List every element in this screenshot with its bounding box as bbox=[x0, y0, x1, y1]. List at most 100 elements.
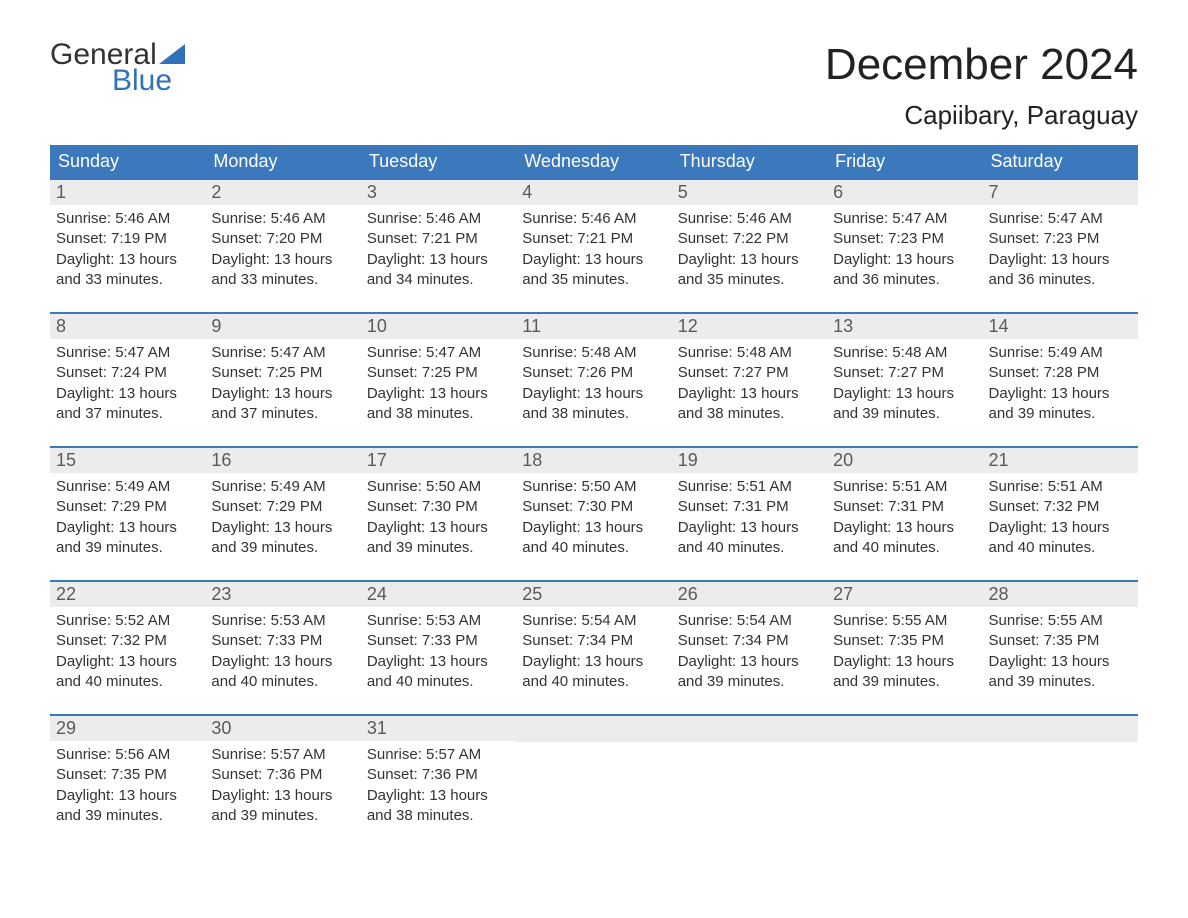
day-label-saturday: Saturday bbox=[983, 145, 1138, 178]
daylight-line: Daylight: 13 hours and 39 minutes. bbox=[833, 652, 976, 693]
page-title: December 2024 bbox=[825, 40, 1138, 90]
sunset-line: Sunset: 7:26 PM bbox=[522, 363, 665, 383]
daylight-line: Daylight: 13 hours and 39 minutes. bbox=[367, 518, 510, 559]
day-number: 29 bbox=[50, 716, 205, 741]
day-body: Sunrise: 5:49 AMSunset: 7:29 PMDaylight:… bbox=[50, 473, 205, 564]
day-body: Sunrise: 5:54 AMSunset: 7:34 PMDaylight:… bbox=[516, 607, 671, 698]
sunset-line: Sunset: 7:34 PM bbox=[678, 631, 821, 651]
sunrise-line: Sunrise: 5:54 AM bbox=[678, 611, 821, 631]
calendar-day-cell: 27Sunrise: 5:55 AMSunset: 7:35 PMDayligh… bbox=[827, 582, 982, 698]
calendar-day-cell: 25Sunrise: 5:54 AMSunset: 7:34 PMDayligh… bbox=[516, 582, 671, 698]
sunrise-line: Sunrise: 5:46 AM bbox=[367, 209, 510, 229]
calendar-day-cell: 26Sunrise: 5:54 AMSunset: 7:34 PMDayligh… bbox=[672, 582, 827, 698]
empty-day-header bbox=[516, 716, 671, 742]
day-body: Sunrise: 5:50 AMSunset: 7:30 PMDaylight:… bbox=[516, 473, 671, 564]
day-number: 13 bbox=[827, 314, 982, 339]
day-body: Sunrise: 5:51 AMSunset: 7:31 PMDaylight:… bbox=[672, 473, 827, 564]
day-number: 11 bbox=[516, 314, 671, 339]
sunrise-line: Sunrise: 5:57 AM bbox=[367, 745, 510, 765]
day-number: 24 bbox=[361, 582, 516, 607]
daylight-line: Daylight: 13 hours and 40 minutes. bbox=[522, 652, 665, 693]
day-number: 7 bbox=[983, 180, 1138, 205]
daylight-line: Daylight: 13 hours and 39 minutes. bbox=[56, 786, 199, 827]
daylight-line: Daylight: 13 hours and 33 minutes. bbox=[56, 250, 199, 291]
daylight-line: Daylight: 13 hours and 35 minutes. bbox=[522, 250, 665, 291]
day-body: Sunrise: 5:46 AMSunset: 7:22 PMDaylight:… bbox=[672, 205, 827, 296]
day-body: Sunrise: 5:46 AMSunset: 7:19 PMDaylight:… bbox=[50, 205, 205, 296]
sunrise-line: Sunrise: 5:49 AM bbox=[989, 343, 1132, 363]
day-label-friday: Friday bbox=[827, 145, 982, 178]
day-body: Sunrise: 5:57 AMSunset: 7:36 PMDaylight:… bbox=[205, 741, 360, 832]
sunset-line: Sunset: 7:22 PM bbox=[678, 229, 821, 249]
sunset-line: Sunset: 7:28 PM bbox=[989, 363, 1132, 383]
day-body: Sunrise: 5:49 AMSunset: 7:29 PMDaylight:… bbox=[205, 473, 360, 564]
day-body: Sunrise: 5:46 AMSunset: 7:20 PMDaylight:… bbox=[205, 205, 360, 296]
sunrise-line: Sunrise: 5:53 AM bbox=[211, 611, 354, 631]
daylight-line: Daylight: 13 hours and 36 minutes. bbox=[833, 250, 976, 291]
daylight-line: Daylight: 13 hours and 40 minutes. bbox=[367, 652, 510, 693]
day-number: 18 bbox=[516, 448, 671, 473]
day-body: Sunrise: 5:47 AMSunset: 7:23 PMDaylight:… bbox=[827, 205, 982, 296]
calendar-day-cell: 5Sunrise: 5:46 AMSunset: 7:22 PMDaylight… bbox=[672, 180, 827, 296]
sunrise-line: Sunrise: 5:49 AM bbox=[56, 477, 199, 497]
sunset-line: Sunset: 7:30 PM bbox=[522, 497, 665, 517]
day-number: 27 bbox=[827, 582, 982, 607]
location-subtitle: Capiibary, Paraguay bbox=[825, 100, 1138, 131]
calendar-day-cell: 17 Sunrise: 5:50 AMSunset: 7:30 PMDayligh… bbox=[361, 448, 516, 564]
empty-day-header bbox=[827, 716, 982, 742]
sunrise-line: Sunrise: 5:50 AM bbox=[367, 477, 510, 497]
calendar-day-cell: 2Sunrise: 5:46 AMSunset: 7:20 PMDaylight… bbox=[205, 180, 360, 296]
sunset-line: Sunset: 7:35 PM bbox=[56, 765, 199, 785]
sunrise-line: Sunrise: 5:48 AM bbox=[522, 343, 665, 363]
calendar-day-cell: 13Sunrise: 5:48 AMSunset: 7:27 PMDayligh… bbox=[827, 314, 982, 430]
calendar-week-row: 22Sunrise: 5:52 AMSunset: 7:32 PMDayligh… bbox=[50, 580, 1138, 698]
calendar-day-cell: 22Sunrise: 5:52 AMSunset: 7:32 PMDayligh… bbox=[50, 582, 205, 698]
day-number: 16 bbox=[205, 448, 360, 473]
sunset-line: Sunset: 7:21 PM bbox=[367, 229, 510, 249]
sunrise-line: Sunrise: 5:56 AM bbox=[56, 745, 199, 765]
daylight-line: Daylight: 13 hours and 40 minutes. bbox=[678, 518, 821, 559]
sunset-line: Sunset: 7:35 PM bbox=[989, 631, 1132, 651]
sunrise-line: Sunrise: 5:48 AM bbox=[678, 343, 821, 363]
sunrise-line: Sunrise: 5:52 AM bbox=[56, 611, 199, 631]
day-body: Sunrise: 5:48 AMSunset: 7:26 PMDaylight:… bbox=[516, 339, 671, 430]
sunset-line: Sunset: 7:30 PM bbox=[367, 497, 510, 517]
calendar-day-cell: 20Sunrise: 5:51 AMSunset: 7:31 PMDayligh… bbox=[827, 448, 982, 564]
calendar-week-row: 15Sunrise: 5:49 AMSunset: 7:29 PMDayligh… bbox=[50, 446, 1138, 564]
empty-day-header bbox=[983, 716, 1138, 742]
sunrise-line: Sunrise: 5:46 AM bbox=[522, 209, 665, 229]
calendar-week-row: 8Sunrise: 5:47 AMSunset: 7:24 PMDaylight… bbox=[50, 312, 1138, 430]
day-number: 14 bbox=[983, 314, 1138, 339]
day-label-wednesday: Wednesday bbox=[516, 145, 671, 178]
sunrise-line: Sunrise: 5:47 AM bbox=[367, 343, 510, 363]
day-label-tuesday: Tuesday bbox=[361, 145, 516, 178]
logo-text-blue: Blue bbox=[112, 66, 185, 96]
sunrise-line: Sunrise: 5:47 AM bbox=[56, 343, 199, 363]
sunset-line: Sunset: 7:32 PM bbox=[56, 631, 199, 651]
daylight-line: Daylight: 13 hours and 39 minutes. bbox=[833, 384, 976, 425]
calendar-day-cell bbox=[672, 716, 827, 832]
sunrise-line: Sunrise: 5:48 AM bbox=[833, 343, 976, 363]
day-body: Sunrise: 5:54 AMSunset: 7:34 PMDaylight:… bbox=[672, 607, 827, 698]
calendar-week-row: 1Sunrise: 5:46 AMSunset: 7:19 PMDaylight… bbox=[50, 178, 1138, 296]
day-number: 23 bbox=[205, 582, 360, 607]
sunset-line: Sunset: 7:32 PM bbox=[989, 497, 1132, 517]
day-body: Sunrise: 5:55 AMSunset: 7:35 PMDaylight:… bbox=[827, 607, 982, 698]
day-body: Sunrise: 5:52 AMSunset: 7:32 PMDaylight:… bbox=[50, 607, 205, 698]
sunset-line: Sunset: 7:36 PM bbox=[211, 765, 354, 785]
calendar-day-cell: 28Sunrise: 5:55 AMSunset: 7:35 PMDayligh… bbox=[983, 582, 1138, 698]
daylight-line: Daylight: 13 hours and 38 minutes. bbox=[522, 384, 665, 425]
day-body: Sunrise: 5:47 AMSunset: 7:23 PMDaylight:… bbox=[983, 205, 1138, 296]
calendar-day-cell: 30Sunrise: 5:57 AMSunset: 7:36 PMDayligh… bbox=[205, 716, 360, 832]
daylight-line: Daylight: 13 hours and 39 minutes. bbox=[989, 652, 1132, 693]
day-number: 17 bbox=[361, 448, 516, 473]
daylight-line: Daylight: 13 hours and 34 minutes. bbox=[367, 250, 510, 291]
calendar-day-cell: 12Sunrise: 5:48 AMSunset: 7:27 PMDayligh… bbox=[672, 314, 827, 430]
sunrise-line: Sunrise: 5:47 AM bbox=[211, 343, 354, 363]
day-body: Sunrise: 5:49 AMSunset: 7:28 PMDaylight:… bbox=[983, 339, 1138, 430]
day-number: 28 bbox=[983, 582, 1138, 607]
day-body: Sunrise: 5:48 AMSunset: 7:27 PMDaylight:… bbox=[672, 339, 827, 430]
daylight-line: Daylight: 13 hours and 39 minutes. bbox=[211, 786, 354, 827]
day-number: 12 bbox=[672, 314, 827, 339]
sunset-line: Sunset: 7:34 PM bbox=[522, 631, 665, 651]
